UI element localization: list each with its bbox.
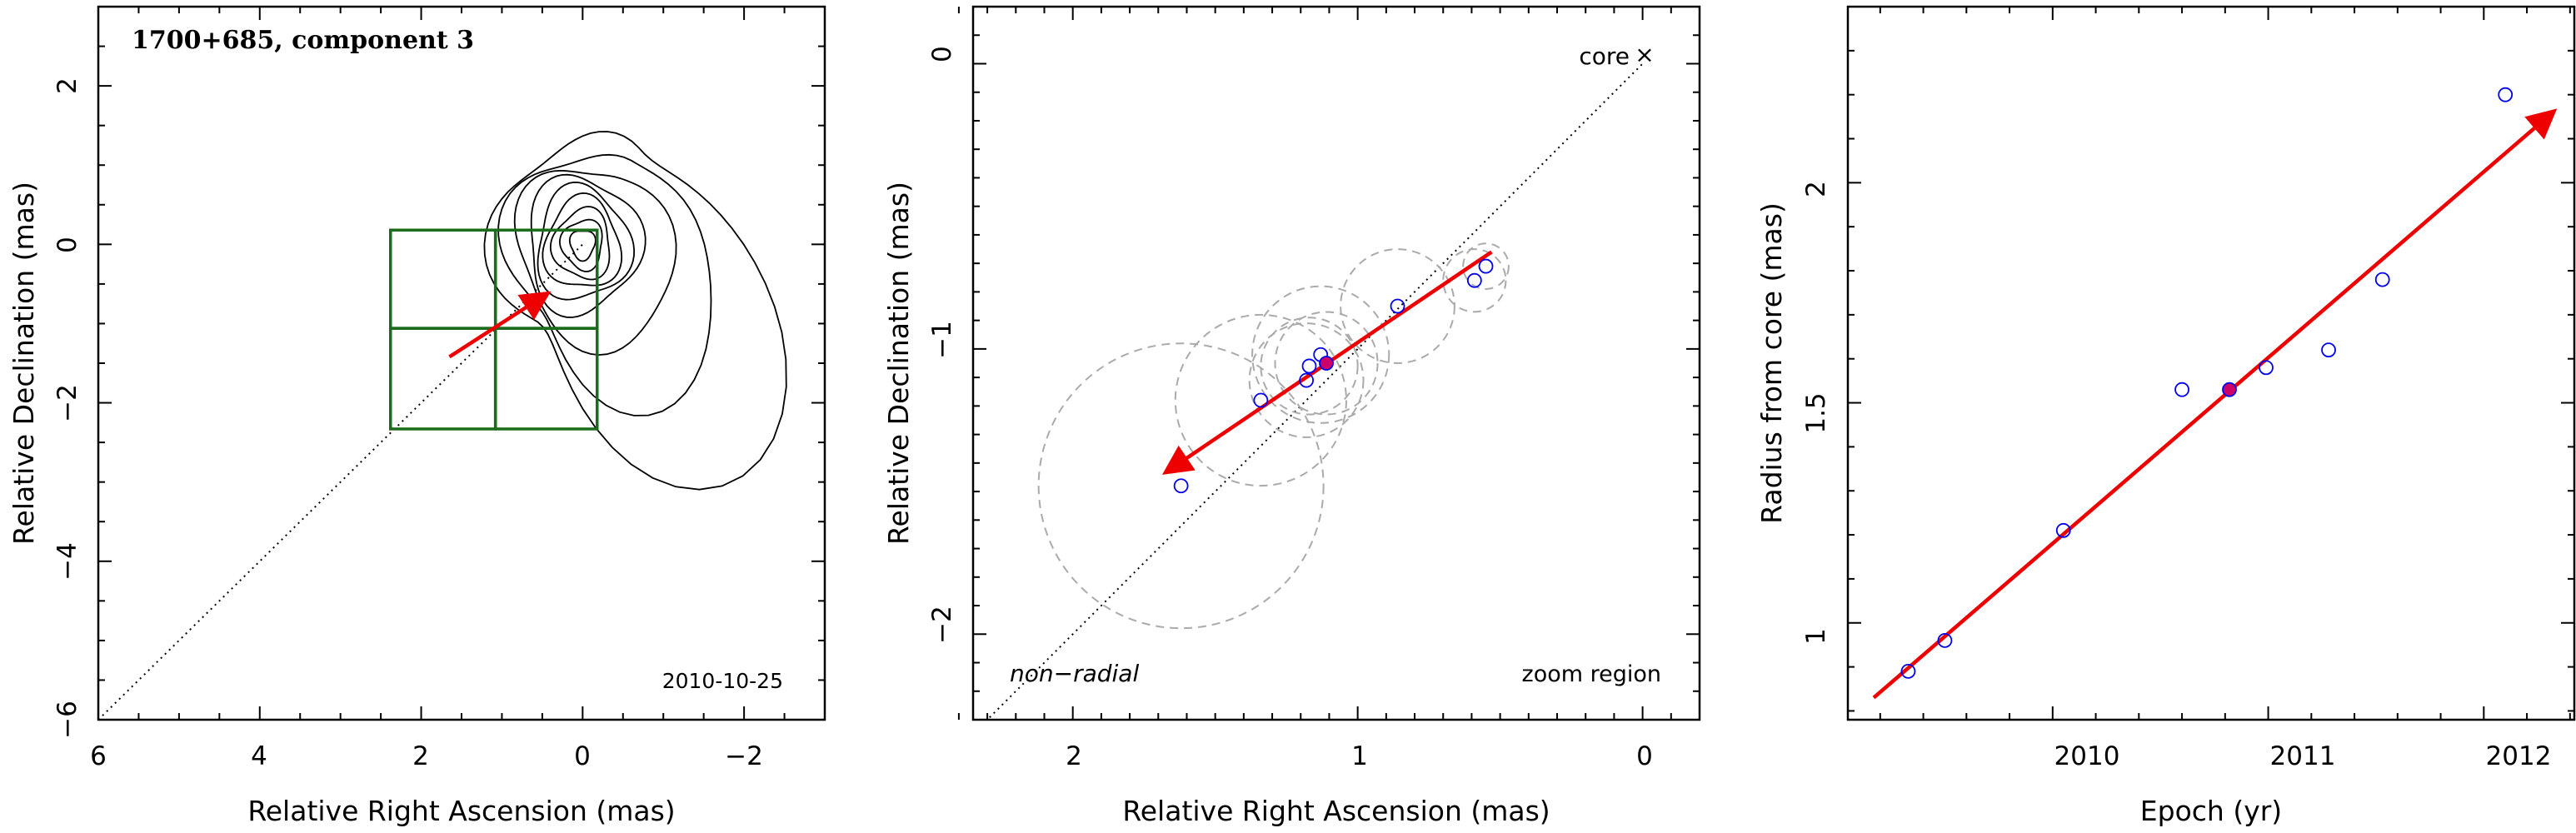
left-ticks [97,6,826,721]
right-xtick-labels: 2010 2011 2012 [2054,741,2552,771]
right-plot-area [1872,87,2558,700]
right-xtick-label: 2011 [2270,741,2336,771]
middle-xtick-label: 2 [1066,741,1082,771]
error-circle [1251,285,1390,424]
left-panel: 1700+685, component 3 2010-10-25 Relativ… [7,5,826,827]
left-ytick-label: −2 [52,384,82,422]
right-ytick-label: 1 [1801,628,1831,645]
left-ylabel: Relative Declination (mas) [7,182,40,545]
zoom-box [493,327,599,431]
data-point [1253,392,1269,408]
zoom-label: zoom region [1522,661,1661,687]
core-label: core [1579,42,1630,70]
left-title: 1700+685, component 3 [132,26,474,55]
right-ticks [1848,6,2574,720]
right-ytick-label: 1.5 [1801,392,1831,433]
right-xtick-label: 2010 [2054,741,2120,771]
data-point [1299,372,1314,388]
middle-xlabel: Relative Right Ascension (mas) [1122,795,1550,827]
right-frame [1846,5,2576,721]
contour-line [483,131,787,491]
left-plot-area [98,131,787,720]
middle-ytick-label: −2 [927,606,957,644]
middle-xtick-label: 1 [1351,741,1368,771]
left-xtick-label: 2 [412,741,429,771]
error-circle [1037,342,1325,630]
contour-line [558,218,603,272]
contour-line [497,153,712,416]
middle-panel: core × non−radial zoom region Relative R… [882,5,1701,827]
right-panel: Epoch (yr) Radius from core (mas) 2010 2… [1755,5,2576,827]
left-xtick-label: 4 [251,741,267,771]
left-ytick-label: −4 [52,542,82,581]
contour-line [542,192,623,287]
middle-xtick-label: 0 [1636,741,1653,771]
right-ytick-label: 2 [1801,181,1831,197]
data-point [2321,342,2336,358]
error-circle [1442,248,1507,313]
error-circle [1340,248,1455,364]
radial-line [98,243,584,720]
left-xtick-label: −2 [725,741,763,771]
contour-line [568,230,597,262]
data-point [1173,478,1189,494]
right-xtick-label: 2012 [2486,741,2552,771]
middle-ytick-label: 0 [927,46,957,62]
left-xtick-label: 6 [90,741,107,771]
zoom-box [388,327,497,431]
middle-ticks [957,6,1700,721]
right-ytick-labels: 1 1.5 2 [1801,181,1831,645]
data-point [1937,632,1953,648]
right-xlabel: Epoch (yr) [2140,795,2282,827]
data-point [2259,360,2274,376]
right-ylabel: Radius from core (mas) [1755,202,1788,524]
zoom-box [388,228,497,330]
middle-ytick-labels: 0 −1 −2 [927,46,957,644]
data-point [2498,87,2514,102]
middle-plot-area [986,62,1644,720]
left-ytick-label: −6 [52,701,82,739]
contour-line [537,181,636,301]
left-xlabel: Relative Right Ascension (mas) [247,795,675,827]
data-point [1466,272,1482,288]
contour-line [530,173,646,318]
data-point [2174,382,2189,397]
middle-ylabel: Relative Declination (mas) [882,182,915,545]
data-point [1900,663,1916,679]
highlight-point [2222,382,2237,397]
middle-xtick-labels: 2 1 0 [1066,741,1653,771]
middle-frame [971,5,1701,721]
left-ytick-label: 2 [52,77,82,94]
error-circle [1248,322,1365,438]
left-ytick-label: 0 [52,237,82,253]
error-circle [1462,242,1510,290]
left-ytick-labels: 2 0 −2 −4 −6 [52,77,82,739]
fit-arrow [1872,108,2558,700]
left-xtick-labels: 6 4 2 0 −2 [90,741,763,771]
data-point [1301,358,1317,374]
core-marker: × [1635,41,1654,68]
error-circle [1174,313,1347,487]
radial-line [986,62,1644,720]
highlight-point [1319,356,1334,371]
proper-motion-arrow [448,291,552,359]
error-circle [1274,311,1379,416]
contour-line [549,206,611,281]
nonradial-label: non−radial [1010,660,1139,687]
data-point [2055,522,2071,538]
data-point [2374,272,2390,287]
left-date: 2010-10-25 [662,669,783,693]
data-point [1390,298,1405,314]
error-circle [1260,317,1359,416]
data-point [1478,258,1494,274]
left-xtick-label: 0 [574,741,591,771]
middle-ytick-label: −1 [927,321,957,359]
